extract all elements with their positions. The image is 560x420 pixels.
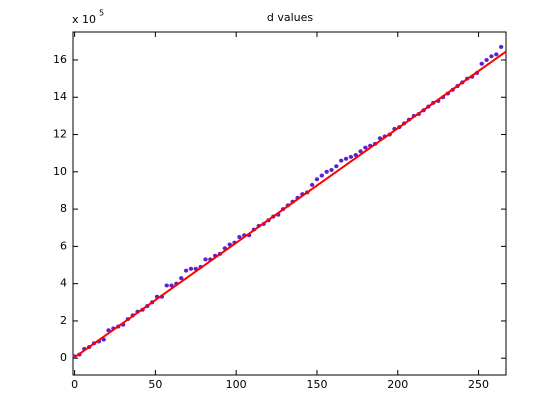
x-tick-label: 250 xyxy=(468,378,489,391)
y-tick-label: 14 xyxy=(53,90,67,103)
y-tick-label: 0 xyxy=(60,351,67,364)
y-multiplier-exponent: 5 xyxy=(99,9,104,18)
x-tick-label: 150 xyxy=(306,378,327,391)
y-tick-label: 16 xyxy=(53,53,67,66)
data-point xyxy=(324,169,329,174)
x-tick-label: 0 xyxy=(71,378,78,391)
plot-area xyxy=(72,31,507,376)
y-tick-label: 10 xyxy=(53,165,67,178)
y-tick-label: 6 xyxy=(60,239,67,252)
y-tick-label: 12 xyxy=(53,128,67,141)
data-point xyxy=(358,149,363,154)
data-point xyxy=(164,283,169,288)
data-point xyxy=(329,167,334,172)
chart-title: d values xyxy=(267,11,314,24)
y-tick-label: 2 xyxy=(60,314,67,327)
data-point xyxy=(339,158,344,163)
data-point xyxy=(314,177,320,182)
x-tick-label: 200 xyxy=(387,378,408,391)
data-point xyxy=(334,164,339,169)
data-point xyxy=(169,283,174,288)
y-multiplier: x 10 xyxy=(72,13,96,26)
data-point xyxy=(343,156,349,161)
data-point xyxy=(363,145,368,150)
y-tick-label: 8 xyxy=(60,202,67,215)
data-point xyxy=(494,52,499,57)
data-point xyxy=(183,268,189,273)
data-point xyxy=(203,257,208,262)
data-point xyxy=(353,153,358,158)
data-point xyxy=(348,154,354,159)
data-point xyxy=(188,266,194,271)
data-point xyxy=(309,182,315,187)
data-point xyxy=(179,276,184,281)
x-tick-label: 50 xyxy=(148,378,162,391)
x-tick-label: 100 xyxy=(226,378,247,391)
fit-line xyxy=(74,50,507,359)
data-point xyxy=(489,54,494,59)
data-point xyxy=(498,44,504,49)
y-tick-label: 4 xyxy=(60,277,67,290)
data-point xyxy=(484,57,489,62)
data-point xyxy=(479,61,484,66)
data-point xyxy=(237,235,242,240)
data-point xyxy=(319,173,325,178)
